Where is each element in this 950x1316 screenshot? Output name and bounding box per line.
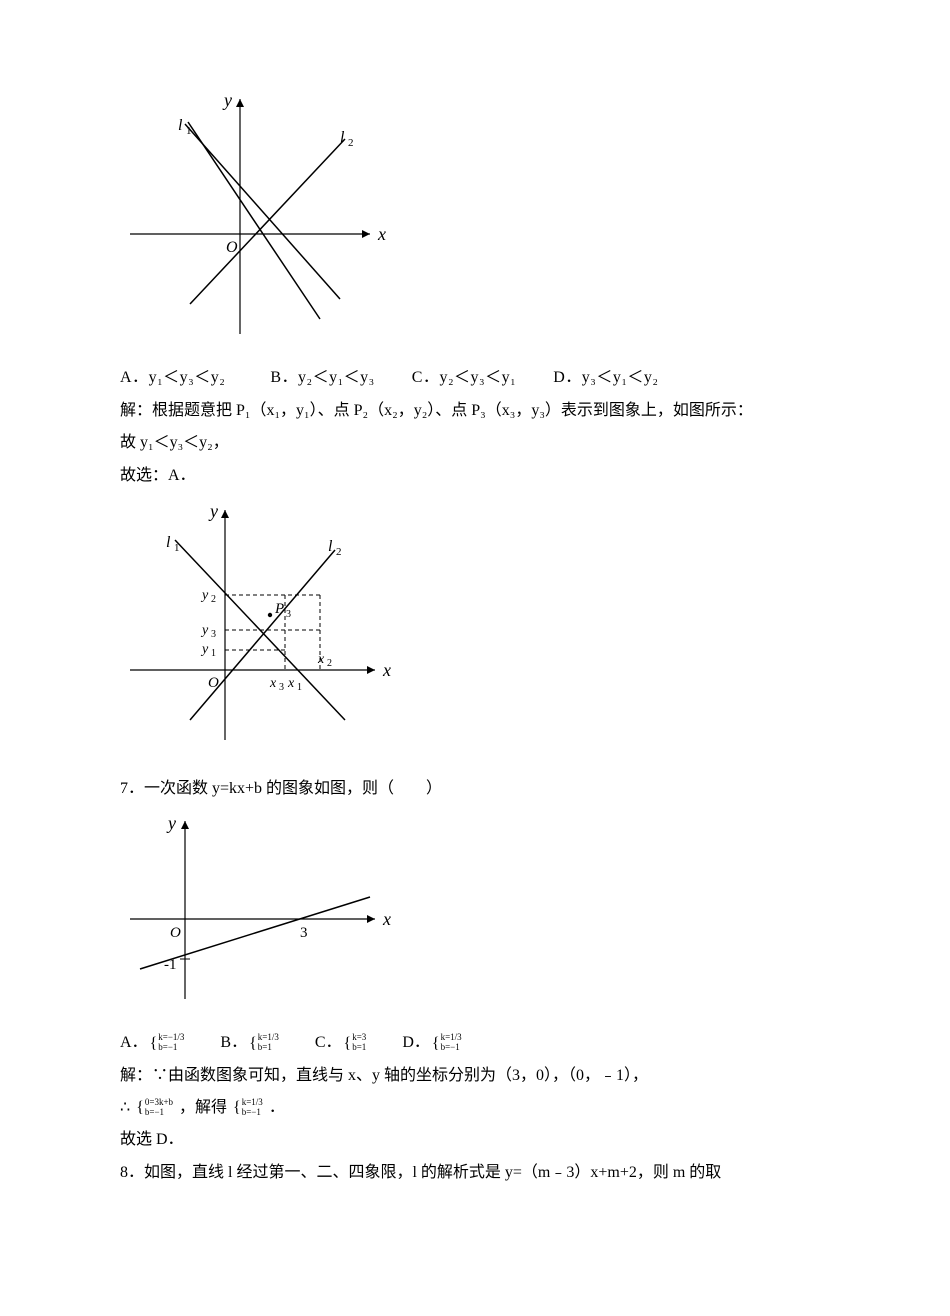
- q7-opt-d: D． {k=1/3b=−1: [402, 1028, 463, 1058]
- q7-therefore: ∴: [120, 1093, 130, 1123]
- svg-text:1: 1: [174, 542, 180, 554]
- svg-text:1: 1: [297, 682, 302, 693]
- q7-sol-line1: 解：∵由函数图象可知，直线与 x、y 轴的坐标分别为（3，0），（0，﹣1），: [120, 1061, 830, 1091]
- svg-text:3: 3: [286, 609, 291, 620]
- svg-text:x: x: [382, 660, 391, 680]
- svg-text:3: 3: [300, 925, 308, 941]
- svg-text:y: y: [200, 642, 209, 657]
- q6-opt-a: y₁＜y₃＜y₂: [149, 369, 226, 386]
- svg-text:O: O: [226, 239, 238, 256]
- svg-text:x: x: [377, 224, 386, 244]
- svg-text:l: l: [340, 129, 345, 146]
- svg-text:y: y: [222, 90, 232, 110]
- svg-text:x: x: [382, 909, 391, 929]
- q7-sys2: {k=1/3b=−1: [233, 1098, 263, 1118]
- svg-text:2: 2: [327, 658, 332, 669]
- figure-q7: x y O 3 -1: [120, 809, 830, 1020]
- figure-q6-1: x y O l1 l2: [120, 84, 830, 355]
- svg-text:l: l: [328, 538, 333, 555]
- svg-text:l: l: [166, 534, 171, 551]
- q6-sol-intro: 解：根据题意把 P₁（x₁，y₁）、点 P₂（x₂，y₂）、点 P₃（x₃，y₃…: [120, 396, 830, 426]
- q7-options: A． {k=−1/3b=−1 B． {k=1/3b=1 C． {k=3b=1 D…: [120, 1028, 830, 1058]
- q6-sol-choice: 故选：A．: [120, 461, 830, 491]
- figure-q6-2: x y O l1 l2 y2 y3 y1 x3 x1 x2: [120, 495, 830, 766]
- svg-text:y: y: [166, 813, 176, 833]
- q7-sys1: {0=3k+bb=−1: [136, 1098, 173, 1118]
- svg-text:x: x: [269, 676, 277, 691]
- q7-sol-line2: ∴ {0=3k+bb=−1 ，解得 {k=1/3b=−1 ．: [120, 1093, 830, 1123]
- q7-period: ．: [269, 1093, 285, 1123]
- q6-opt-b: y₂＜y₁＜y₃: [298, 369, 375, 386]
- q7-opt-a: A． {k=−1/3b=−1: [120, 1028, 186, 1058]
- svg-text:x: x: [287, 676, 295, 691]
- svg-text:y: y: [208, 501, 218, 521]
- svg-text:y: y: [200, 588, 209, 603]
- svg-text:2: 2: [348, 137, 354, 149]
- svg-text:2: 2: [336, 546, 342, 558]
- q7-opt-b: B． {k=1/3b=1: [220, 1028, 280, 1058]
- svg-text:-1: -1: [164, 957, 177, 973]
- q8-stem: 8．如图，直线 l 经过第一、二、四象限，l 的解析式是 y=（m﹣3）x+m+…: [120, 1158, 830, 1188]
- q7-sol-choice: 故选 D．: [120, 1125, 830, 1155]
- svg-text:O: O: [170, 925, 181, 941]
- q6-opt-d: y₃＜y₁＜y₂: [582, 369, 659, 386]
- q6-opt-c: y₂＜y₃＜y₁: [439, 369, 516, 386]
- q7-solve-text: ，解得: [179, 1093, 227, 1123]
- svg-text:3: 3: [279, 682, 284, 693]
- svg-text:P: P: [274, 601, 284, 617]
- q6-options: A．y₁＜y₃＜y₂ B．y₂＜y₁＜y₃ C．y₂＜y₃＜y₁ D．y₃＜y₁…: [120, 363, 830, 393]
- svg-text:y: y: [200, 623, 209, 638]
- svg-text:1: 1: [211, 648, 216, 659]
- svg-text:x: x: [317, 652, 325, 667]
- q7-stem: 7．一次函数 y=kx+b 的图象如图，则（ ）: [120, 774, 830, 804]
- q6-sol-result: 故 y₁＜y₃＜y₂，: [120, 428, 830, 458]
- svg-text:3: 3: [211, 629, 216, 640]
- svg-text:2: 2: [211, 594, 216, 605]
- svg-text:1: 1: [186, 125, 192, 137]
- q7-opt-c: C． {k=3b=1: [315, 1028, 368, 1058]
- svg-text:l: l: [178, 117, 183, 134]
